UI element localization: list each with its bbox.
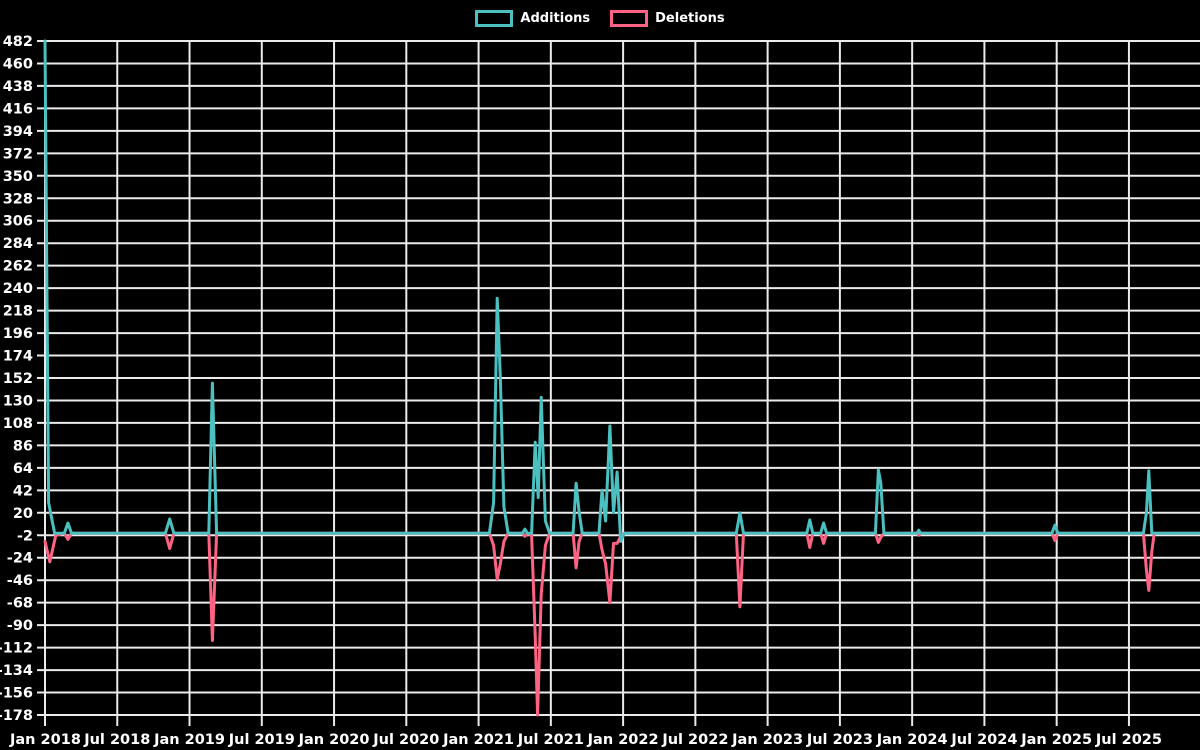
axis-labels: 482 460 438 416 394 372 350 328 306 284 262 240 218 1…: [0, 34, 1162, 748]
y-tick-label: 328: [3, 191, 33, 207]
y-tick-label: -134: [0, 663, 33, 679]
y-tick-label: 460: [3, 56, 33, 72]
y-tick-label: 240: [3, 281, 33, 297]
x-tick-label: Jul 2018: [83, 732, 150, 748]
legend-item-additions[interactable]: Additions: [475, 9, 591, 27]
x-tick-label: Jul 2025: [1095, 732, 1162, 748]
y-tick-label: 306: [3, 214, 33, 230]
y-tick-label: -24: [7, 551, 33, 567]
x-tick-label: Jan 2025: [1020, 732, 1092, 748]
y-tick-label: 284: [3, 236, 33, 252]
y-tick-label: 218: [3, 304, 33, 320]
y-tick-label: 394: [3, 124, 33, 140]
y-tick-label: -156: [0, 686, 33, 702]
chart-legend: Additions Deletions: [0, 6, 1200, 30]
y-tick-label: 262: [3, 259, 33, 275]
y-tick-label: 174: [3, 349, 33, 365]
y-tick-label: 86: [13, 438, 33, 454]
deletions-legend-swatch: [610, 9, 649, 27]
x-tick-label: Jan 2023: [731, 732, 803, 748]
grid-lines: [37, 40, 1200, 726]
y-tick-label: 350: [3, 169, 33, 185]
y-tick-label: 152: [3, 371, 33, 387]
x-tick-label: Jul 2022: [661, 732, 728, 748]
x-tick-label: Jul 2023: [806, 732, 873, 748]
y-tick-label: 482: [3, 34, 33, 50]
y-tick-label: 196: [3, 326, 33, 342]
additions-legend-label: Additions: [520, 10, 591, 26]
y-tick-label: -2: [17, 528, 33, 544]
x-tick-label: Jan 2022: [587, 732, 659, 748]
additions-line: [43, 39, 1200, 543]
x-tick-label: Jul 2019: [228, 732, 295, 748]
series-lines: [43, 39, 1200, 717]
x-tick-label: Jan 2018: [9, 732, 81, 748]
y-tick-label: 20: [13, 506, 33, 522]
y-tick-label: 438: [3, 79, 33, 95]
x-tick-label: Jul 2024: [950, 732, 1017, 748]
y-tick-label: 130: [3, 393, 33, 409]
x-tick-label: Jan 2024: [876, 732, 948, 748]
y-tick-label: -112: [0, 641, 33, 657]
y-tick-label: 108: [3, 416, 33, 432]
x-tick-label: Jan 2020: [298, 732, 370, 748]
legend-item-deletions[interactable]: Deletions: [610, 9, 725, 27]
y-tick-label: 372: [3, 146, 33, 162]
x-tick-label: Jul 2020: [372, 732, 439, 748]
y-tick-label: -178: [0, 708, 33, 724]
x-tick-label: Jan 2021: [442, 732, 514, 748]
y-tick-label: 416: [3, 101, 33, 117]
y-tick-label: 64: [13, 461, 33, 477]
deletions-legend-label: Deletions: [655, 10, 725, 26]
x-tick-label: Jan 2019: [153, 732, 225, 748]
y-tick-label: 42: [13, 483, 33, 499]
y-tick-label: -46: [7, 573, 33, 589]
y-tick-label: -90: [7, 618, 33, 634]
additions-legend-swatch: [475, 9, 514, 27]
x-tick-label: Jul 2021: [517, 732, 584, 748]
y-tick-label: -68: [7, 596, 33, 612]
